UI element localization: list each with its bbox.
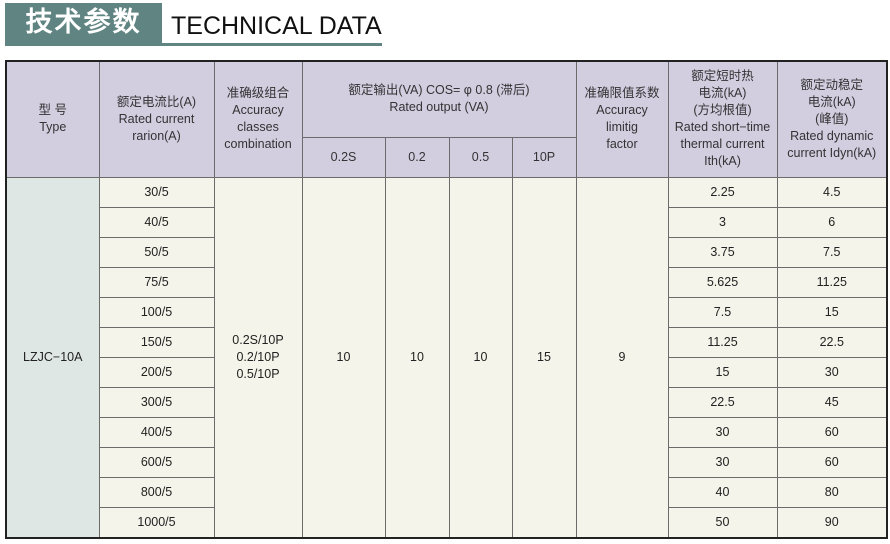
thermal-current-cell: 3 <box>667 206 778 238</box>
output-cell: 15 <box>511 176 577 538</box>
table-row: 100/5 7.5 15 <box>6 296 888 328</box>
thermal-current-cell: 5.625 <box>667 266 778 298</box>
table-row: 50/5 3.75 7.5 <box>6 236 888 268</box>
table-row: 800/5 40 80 <box>6 476 888 508</box>
table-row: 75/5 5.625 11.25 <box>6 266 888 298</box>
ratio-cell: 1000/5 <box>98 506 215 538</box>
ratio-cell: 200/5 <box>98 356 215 388</box>
table-row: 40/5 3 6 <box>6 206 888 238</box>
dynamic-current-cell: 80 <box>776 476 888 508</box>
dynamic-current-cell: 6 <box>776 206 888 238</box>
thermal-current-cell: 22.5 <box>667 386 778 418</box>
dynamic-current-cell: 15 <box>776 296 888 328</box>
output-cell: 10 <box>448 176 513 538</box>
header-output-0-5: 0.5 <box>448 136 513 178</box>
table-row: 200/5 15 30 <box>6 356 888 388</box>
ratio-cell: 30/5 <box>98 176 215 208</box>
thermal-current-cell: 3.75 <box>667 236 778 268</box>
title-english: TECHNICAL DATA <box>171 12 382 40</box>
output-cell: 10 <box>301 176 386 538</box>
type-cell: LZJC−10A <box>5 176 100 538</box>
header-output-0-2: 0.2 <box>384 136 450 178</box>
ratio-cell: 50/5 <box>98 236 215 268</box>
thermal-current-cell: 2.25 <box>667 176 778 208</box>
header-thermal-current: 额定短时热 电流(kA) (方均根值) Rated short−time thermal… <box>667 60 778 178</box>
header-output-10p: 10P <box>511 136 577 178</box>
table-row: LZJC−10A 30/5 0.2S/10P 0.2/10P 0.5/10P 10 10 10… <box>5 176 888 538</box>
thermal-current-cell: 50 <box>667 506 778 538</box>
dynamic-current-cell: 60 <box>776 416 888 448</box>
dynamic-current-cell: 45 <box>776 386 888 418</box>
table-row: 300/5 22.5 45 <box>6 386 888 418</box>
header-ratio: 额定电流比(A) Rated current rarion(A) <box>98 60 215 178</box>
table-row: 400/5 30 60 <box>6 416 888 448</box>
dynamic-current-cell: 11.25 <box>776 266 888 298</box>
thermal-current-cell: 15 <box>667 356 778 388</box>
accuracy-cell: 0.2S/10P 0.2/10P 0.5/10P <box>213 176 303 538</box>
ratio-cell: 100/5 <box>98 296 215 328</box>
dynamic-current-cell: 60 <box>776 446 888 478</box>
technical-data-table: 型 号 Type 额定电流比(A) Rated current rarion(A) 准… <box>5 60 888 539</box>
ratio-cell: 600/5 <box>98 446 215 478</box>
header-dynamic-current: 额定动稳定 电流(kA) (峰值) Rated dynamic current Idyn… <box>776 60 888 178</box>
table-row: 1000/5 50 90 <box>6 506 888 538</box>
title-chinese: 技术参数 <box>5 3 162 43</box>
header-output-0-2s: 0.2S <box>301 136 386 178</box>
ratio-cell: 400/5 <box>98 416 215 448</box>
ratio-cell: 75/5 <box>98 266 215 298</box>
section-title: 技术参数 TECHNICAL DATA <box>5 3 382 46</box>
header-accuracy: 准确级组合 Accuracy classes combination <box>213 60 303 178</box>
dynamic-current-cell: 4.5 <box>776 176 888 208</box>
limit-factor-cell: 9 <box>575 176 669 538</box>
ratio-cell: 800/5 <box>98 476 215 508</box>
ratio-cell: 40/5 <box>98 206 215 238</box>
ratio-cell: 150/5 <box>98 326 215 358</box>
thermal-current-cell: 7.5 <box>667 296 778 328</box>
header-limit-factor: 准确限值系数 Accuracy limitig factor <box>575 60 669 178</box>
thermal-current-cell: 30 <box>667 446 778 478</box>
thermal-current-cell: 40 <box>667 476 778 508</box>
dynamic-current-cell: 22.5 <box>776 326 888 358</box>
dynamic-current-cell: 90 <box>776 506 888 538</box>
thermal-current-cell: 30 <box>667 416 778 448</box>
header-output: 额定输出(VA) COS= φ 0.8 (滞后) Rated output (VA… <box>301 60 577 138</box>
table-row: 600/5 30 60 <box>6 446 888 478</box>
ratio-cell: 300/5 <box>98 386 215 418</box>
dynamic-current-cell: 30 <box>776 356 888 388</box>
header-type: 型 号 Type <box>5 60 100 178</box>
dynamic-current-cell: 7.5 <box>776 236 888 268</box>
output-cell: 10 <box>384 176 450 538</box>
thermal-current-cell: 11.25 <box>667 326 778 358</box>
table-row: 150/5 11.25 22.5 <box>6 326 888 358</box>
